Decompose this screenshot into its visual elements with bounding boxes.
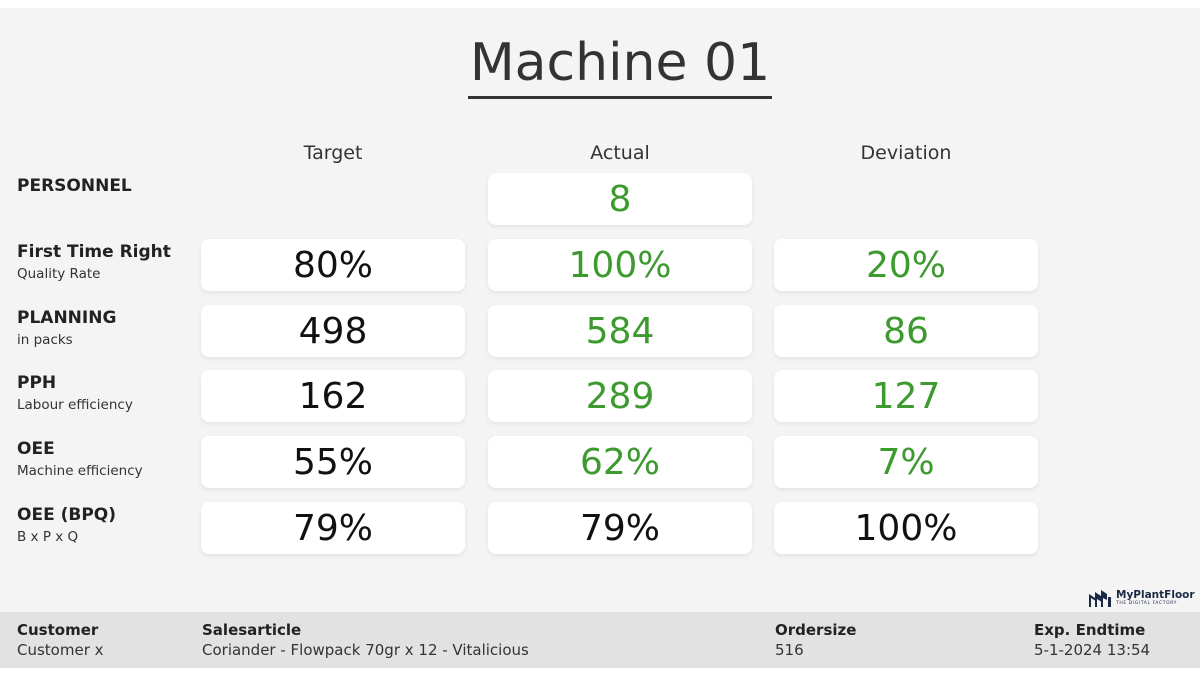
row-label-first-time-right: First Time Right Quality Rate: [17, 242, 171, 284]
oee-target-cell: 55%: [201, 436, 465, 488]
pph-deviation-cell: 127: [774, 370, 1038, 422]
planning-actual-cell: 584: [488, 305, 752, 357]
logo-tagline: THE DIGITAL FACTORY: [1116, 601, 1178, 606]
row-subtitle: Quality Rate: [17, 266, 101, 282]
customer-label: Customer: [17, 621, 99, 639]
row-subtitle: Machine efficiency: [17, 463, 143, 479]
ordersize-label: Ordersize: [775, 621, 857, 639]
factory-icon: [1088, 588, 1112, 608]
row-label-oee-bpq: OEE (BPQ) B x P x Q: [17, 505, 116, 547]
row-title: OEE: [17, 439, 55, 459]
planning-target-cell: 498: [201, 305, 465, 357]
personnel-actual-cell: 8: [488, 173, 752, 225]
logo-text: MyPlantFloor THE DIGITAL FACTORY: [1116, 588, 1195, 607]
oee-bpq-deviation-cell: 100%: [774, 502, 1038, 554]
pph-target-cell: 162: [201, 370, 465, 422]
endtime-value: 5-1-2024 13:54: [1034, 641, 1151, 659]
first-time-right-actual-cell: 100%: [488, 239, 752, 291]
row-subtitle: B x P x Q: [17, 529, 79, 545]
row-title: PLANNING: [17, 308, 117, 328]
row-title: First Time Right: [17, 242, 171, 262]
salesarticle-value: Coriander - Flowpack 70gr x 12 - Vitalic…: [202, 641, 529, 659]
first-time-right-deviation-cell: 20%: [774, 239, 1038, 291]
oee-actual-cell: 62%: [488, 436, 752, 488]
oee-bpq-actual-cell: 79%: [488, 502, 752, 554]
oee-bpq-target-cell: 79%: [201, 502, 465, 554]
row-title: PPH: [17, 373, 57, 393]
row-label-planning: PLANNING in packs: [17, 308, 116, 350]
endtime-label: Exp. Endtime: [1034, 621, 1146, 639]
logo-name: MyPlantFloor: [1116, 588, 1195, 601]
row-title: OEE (BPQ): [17, 505, 117, 525]
salesarticle-field: Salesarticle Coriander - Flowpack 70gr x…: [202, 620, 529, 660]
dashboard-panel: Machine 01 Target Actual Deviation PERSO…: [0, 8, 1200, 668]
planning-deviation-cell: 86: [774, 305, 1038, 357]
endtime-field: Exp. Endtime 5-1-2024 13:54: [1034, 620, 1150, 660]
row-label-pph: PPH Labour efficiency: [17, 373, 133, 415]
row-subtitle: in packs: [17, 332, 73, 348]
row-label-oee: OEE Machine efficiency: [17, 439, 143, 481]
myplantfloor-logo: MyPlantFloor THE DIGITAL FACTORY: [1088, 588, 1195, 608]
ordersize-value: 516: [775, 641, 804, 659]
column-header-target: Target: [303, 142, 363, 164]
pph-actual-cell: 289: [488, 370, 752, 422]
customer-value: Customer x: [17, 641, 104, 659]
column-header-actual: Actual: [590, 142, 650, 164]
ordersize-field: Ordersize 516: [775, 620, 856, 660]
order-info-bar: Customer Customer x Salesarticle Coriand…: [0, 612, 1200, 668]
oee-deviation-cell: 7%: [774, 436, 1038, 488]
customer-field: Customer Customer x: [17, 620, 104, 660]
salesarticle-label: Salesarticle: [202, 621, 302, 639]
row-subtitle: Labour efficiency: [17, 397, 133, 413]
column-header-deviation: Deviation: [860, 142, 952, 164]
first-time-right-target-cell: 80%: [201, 239, 465, 291]
row-title: PERSONNEL: [17, 176, 132, 196]
page-title: Machine 01: [0, 32, 1200, 99]
row-label-personnel: PERSONNEL: [17, 176, 132, 196]
page-title-text: Machine 01: [467, 32, 773, 99]
